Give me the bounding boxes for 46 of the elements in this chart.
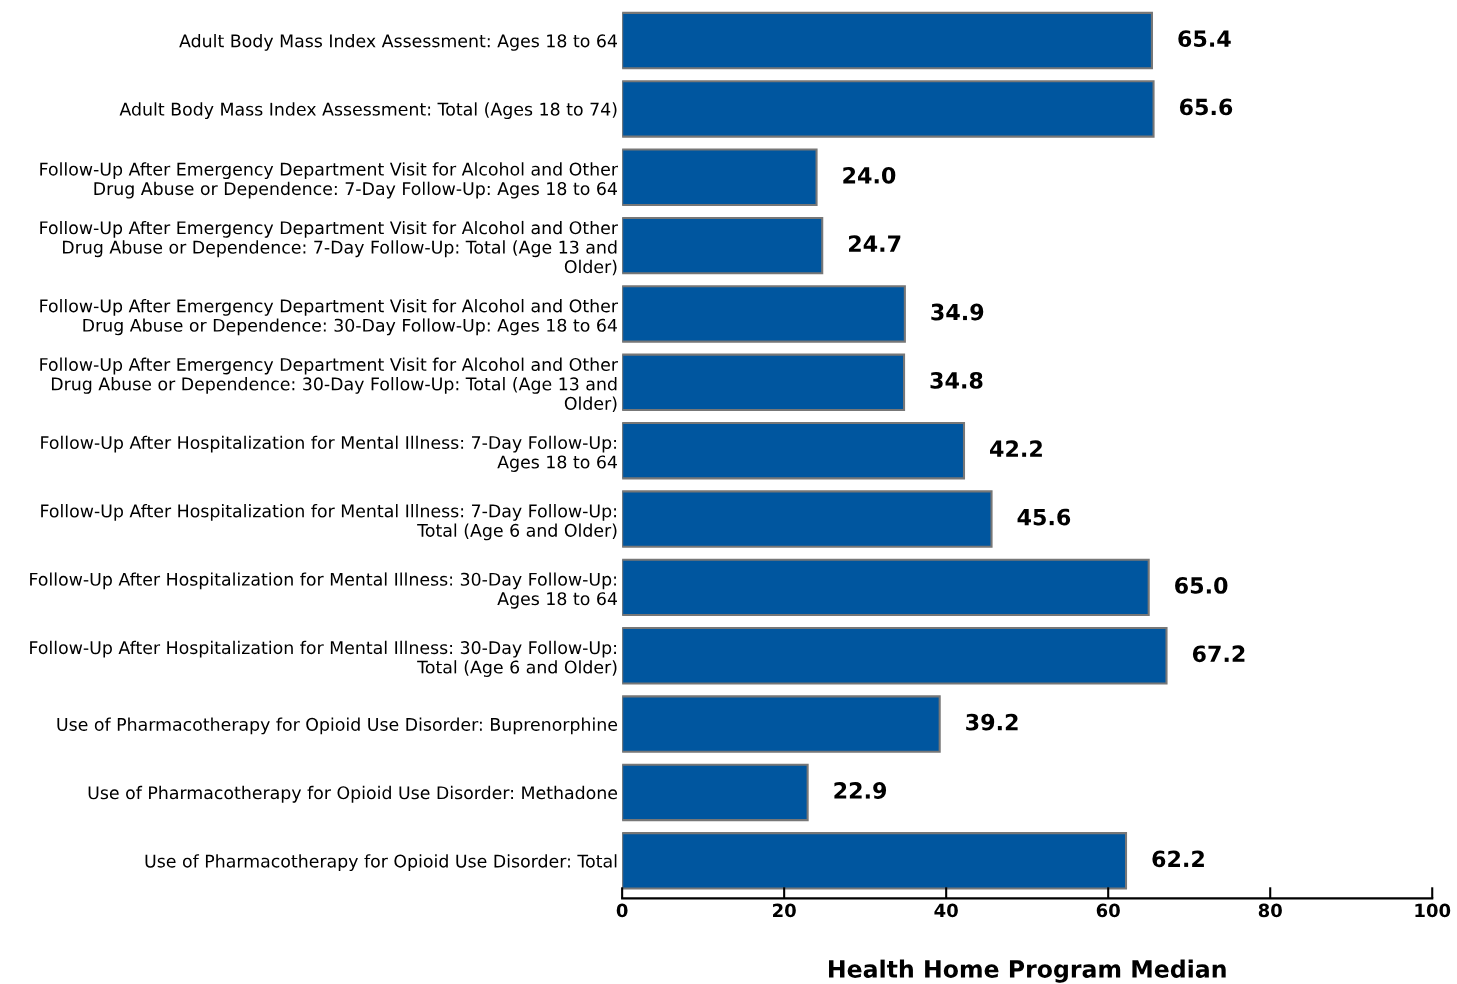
y-tick-label: Follow-Up After Hospitalization for Mental Illness: 30-Day Follow-Up: Total (Age 6 and Older) [30, 640, 617, 677]
data-label: 39.2 [966, 713, 1018, 731]
bar [622, 80, 1155, 138]
bar [622, 763, 809, 822]
x-tick-label: 40 [934, 903, 958, 918]
y-tick-label: Follow-Up After Hospitalization for Mental Illness: 7-Day Follow-Up: Total (Age 6 and Older) [41, 504, 617, 541]
bar [622, 421, 966, 480]
bar [622, 353, 906, 412]
y-tick-label: Follow-Up After Emergency Department Visit for Alcohol and Other Drug Abuse or Dependence: 30-Day Follow-Up: Ages 18 to 64 [40, 298, 618, 336]
x-axis-title: Health Home Program Median [829, 959, 1226, 983]
bar [622, 148, 818, 206]
y-tick-label: Follow-Up After Emergency Department Visit for Alcohol and Other Drug Abuse or Dependence: 30-Day Follow-Up: Total (Age 13 and Older) [40, 357, 618, 412]
bar [622, 627, 1168, 685]
x-tick-label: 0 [616, 903, 628, 918]
data-label: 62.2 [1152, 850, 1204, 868]
data-label: 65.6 [1179, 98, 1233, 116]
data-label: 45.6 [1017, 508, 1071, 526]
data-label: 67.2 [1192, 645, 1245, 663]
data-label: 34.8 [930, 371, 983, 389]
y-tick-label: Use of Pharmacotherapy for Opioid Use Disorder: Methadone [88, 785, 618, 803]
y-tick-label: Follow-Up After Emergency Department Visit for Alcohol and Other Drug Abuse or Dependence: 7-Day Follow-Up: Ages 18 to 64 [40, 162, 618, 199]
data-label: 65.0 [1175, 577, 1228, 594]
bar [622, 695, 941, 753]
data-label: 24.7 [848, 235, 901, 252]
x-tick-label: 100 [1415, 903, 1451, 918]
y-tick-label: Adult Body Mass Index Assessment: Ages 18 to 64 [179, 33, 617, 51]
y-tick-label: Follow-Up After Emergency Department Visit for Alcohol and Other Drug Abuse or Dependence: 7-Day Follow-Up: Total (Age 13 and Older) [40, 220, 618, 276]
bar [622, 558, 1150, 617]
data-label: 22.9 [834, 782, 887, 799]
y-tick-label: Follow-Up After Hospitalization for Mental Illness: 30-Day Follow-Up: Ages 18 to 64 [30, 572, 617, 609]
data-label: 24.0 [843, 166, 896, 184]
data-label: 65.4 [1178, 30, 1231, 47]
bar [622, 216, 824, 275]
bar [622, 832, 1128, 890]
x-tick-label: 20 [773, 903, 796, 918]
data-label: 34.9 [931, 303, 984, 321]
bar [622, 11, 1153, 70]
y-tick-label: Use of Pharmacotherapy for Opioid Use Disorder: Total [145, 854, 617, 871]
x-tick-label: 80 [1258, 903, 1282, 918]
bar [622, 490, 993, 548]
x-tick-label: 60 [1096, 903, 1120, 918]
y-tick-label: Follow-Up After Hospitalization for Mental Illness: 7-Day Follow-Up: Ages 18 to 64 [41, 435, 617, 472]
y-tick-label: Use of Pharmacotherapy for Opioid Use Disorder: Buprenorphine [57, 717, 618, 735]
data-label: 42.2 [990, 440, 1042, 457]
bar [622, 285, 906, 343]
y-tick-label: Adult Body Mass Index Assessment: Total (Ages 18 to 74) [119, 102, 617, 120]
